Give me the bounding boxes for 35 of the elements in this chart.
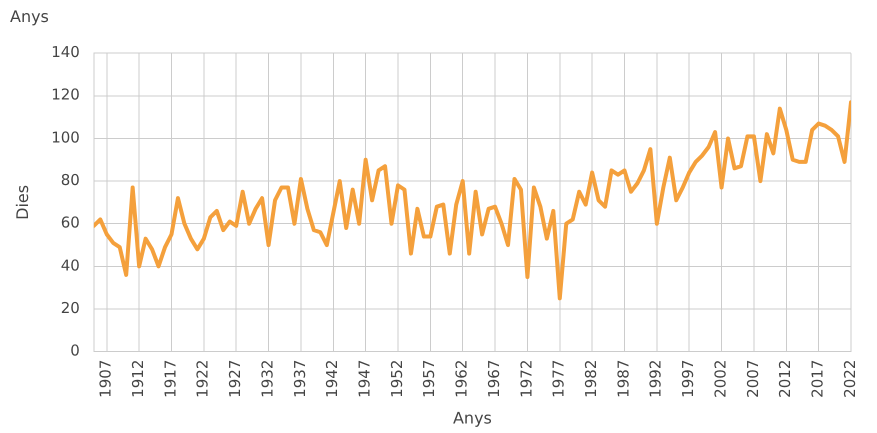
y-tick-label: 100 bbox=[51, 128, 80, 146]
x-tick-label: 1987 bbox=[614, 360, 632, 398]
x-tick-label: 1912 bbox=[129, 360, 148, 398]
chart-title: Anys bbox=[10, 6, 49, 26]
x-tick-label: 1927 bbox=[226, 360, 244, 398]
x-axis-title: Anys bbox=[452, 408, 492, 428]
x-tick-label: 1952 bbox=[388, 360, 406, 398]
y-tick-label: 0 bbox=[70, 342, 80, 360]
y-tick-label: 140 bbox=[51, 43, 80, 62]
x-tick-label: 1992 bbox=[646, 360, 665, 398]
x-tick-label: 1942 bbox=[323, 360, 342, 398]
x-tick-label: 1932 bbox=[258, 360, 276, 398]
x-tick-label: 1937 bbox=[290, 360, 309, 398]
x-tick-label: 1957 bbox=[420, 360, 438, 398]
x-tick-label: 1917 bbox=[161, 360, 180, 398]
x-tick-label: 1922 bbox=[194, 360, 212, 398]
x-tick-label: 1947 bbox=[356, 360, 374, 398]
x-tick-label: 2007 bbox=[744, 360, 762, 398]
y-axis-title: Dies bbox=[12, 184, 32, 220]
x-tick-label: 1982 bbox=[582, 360, 600, 398]
y-tick-label: 80 bbox=[60, 170, 80, 189]
y-tick-label: 120 bbox=[51, 86, 80, 104]
x-tick-label: 2017 bbox=[808, 360, 827, 398]
x-tick-label: 1967 bbox=[484, 360, 503, 398]
x-tick-label: 2002 bbox=[711, 360, 730, 398]
y-tick-label: 20 bbox=[60, 298, 80, 317]
x-tick-label: 1962 bbox=[452, 360, 471, 398]
x-tick-label: 1997 bbox=[679, 360, 698, 398]
x-tick-label: 1972 bbox=[517, 360, 536, 398]
y-tick-label: 40 bbox=[60, 256, 80, 274]
y-tick-label: 60 bbox=[60, 214, 80, 232]
x-tick-label: 1977 bbox=[550, 360, 568, 398]
x-tick-label: 2012 bbox=[776, 360, 794, 398]
x-tick-label: 2022 bbox=[840, 360, 859, 398]
x-tick-label: 1907 bbox=[96, 360, 115, 398]
